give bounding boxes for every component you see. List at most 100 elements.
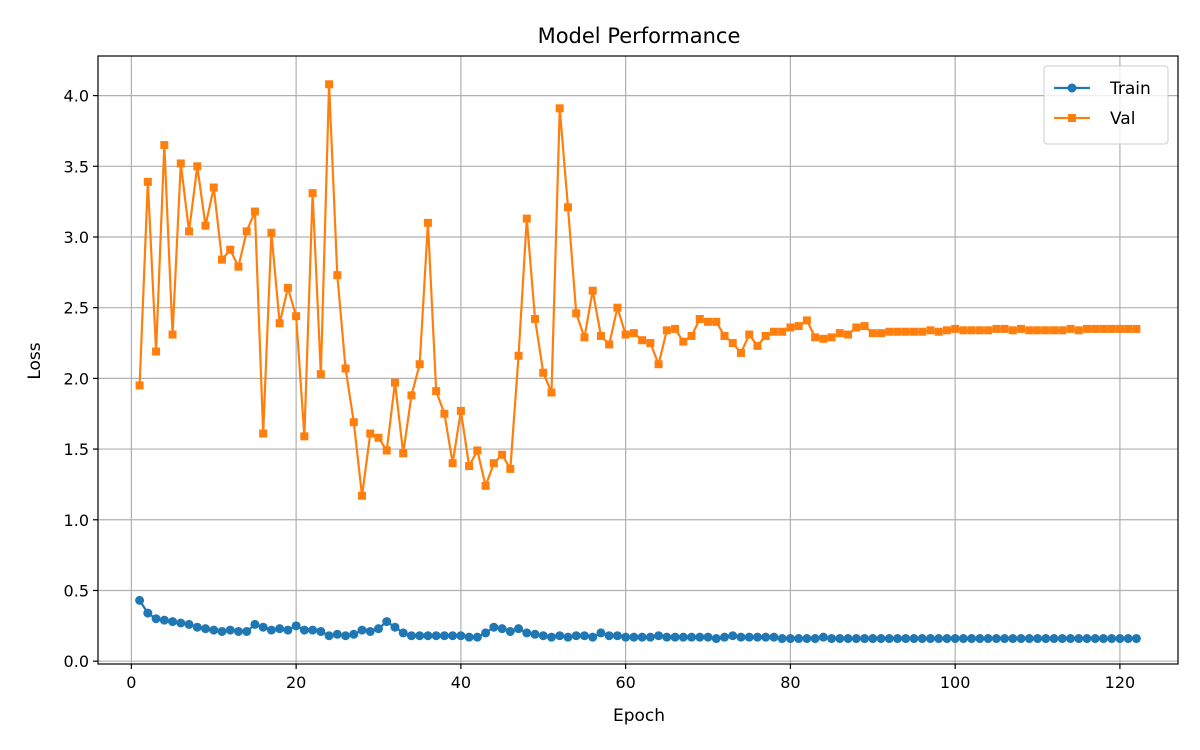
data-point [374, 433, 383, 442]
data-point [431, 631, 441, 641]
data-point [835, 329, 844, 338]
data-point [670, 632, 680, 642]
data-point [901, 327, 910, 336]
data-point [390, 378, 399, 387]
data-point [918, 327, 927, 336]
data-point [489, 622, 499, 632]
data-point [538, 631, 548, 641]
data-point [818, 632, 828, 642]
data-point [1065, 634, 1075, 644]
data-point [522, 628, 532, 638]
data-point [580, 333, 589, 342]
legend: Train Val [1043, 65, 1169, 145]
data-point [950, 634, 960, 644]
data-point [844, 330, 853, 339]
x-tick-label: 60 [615, 673, 635, 692]
chart-title: Model Performance [538, 24, 741, 48]
y-tick-label: 1.5 [64, 440, 89, 459]
data-point [143, 177, 152, 186]
data-point [843, 634, 853, 644]
data-point [259, 429, 268, 438]
x-tick-label: 120 [1105, 673, 1136, 692]
data-point [505, 626, 515, 636]
legend-swatch-marker [1067, 83, 1077, 93]
data-point [1115, 324, 1124, 333]
data-point [555, 104, 564, 113]
data-point [604, 631, 614, 641]
data-point [358, 491, 367, 500]
data-point [382, 617, 392, 627]
data-point [876, 634, 886, 644]
data-point [967, 326, 976, 335]
data-point [588, 286, 597, 295]
legend-label: Train [1109, 79, 1151, 99]
data-point [1016, 634, 1026, 644]
data-point [645, 632, 655, 642]
data-point [991, 634, 1001, 644]
data-point [1091, 324, 1100, 333]
data-point [901, 634, 911, 644]
data-point [695, 314, 704, 323]
data-point [769, 632, 779, 642]
data-point [1066, 324, 1075, 333]
data-point [217, 626, 227, 636]
y-tick-label: 4.0 [64, 87, 89, 106]
data-point [283, 625, 293, 635]
data-point [398, 628, 408, 638]
data-point [868, 634, 878, 644]
data-point [1090, 634, 1100, 644]
data-point [316, 626, 326, 636]
data-point [176, 618, 186, 628]
data-point [514, 624, 524, 634]
data-point [415, 360, 424, 369]
data-point [926, 326, 935, 335]
data-point [613, 303, 622, 312]
data-point [250, 207, 259, 216]
y-tick-label: 3.5 [64, 157, 89, 176]
data-point [909, 634, 919, 644]
data-point [877, 329, 886, 338]
data-point [473, 446, 482, 455]
data-point [777, 634, 787, 644]
data-point [975, 326, 984, 335]
data-point [703, 632, 713, 642]
data-point [654, 360, 663, 369]
data-point [159, 615, 169, 625]
data-point [1131, 634, 1141, 644]
data-point [135, 595, 145, 605]
data-point [415, 631, 425, 641]
data-point [860, 634, 870, 644]
data-point [448, 459, 457, 468]
data-point [646, 339, 655, 348]
data-point [209, 183, 218, 192]
data-point [234, 262, 243, 271]
data-point [555, 631, 565, 641]
data-point [465, 462, 474, 471]
data-point [168, 617, 178, 627]
y-tick-label: 1.0 [64, 511, 89, 530]
data-point [638, 336, 647, 345]
data-point [588, 632, 598, 642]
data-point [884, 634, 894, 644]
data-point [1074, 326, 1083, 335]
data-point [959, 326, 968, 335]
data-point [761, 331, 770, 340]
data-point [1033, 634, 1043, 644]
data-point [242, 626, 252, 636]
x-axis-ticks: 0 20 40 60 80 100 120 [126, 664, 1135, 692]
data-point [752, 632, 762, 642]
data-point [1058, 326, 1067, 335]
data-point [292, 312, 301, 321]
data-point [464, 632, 474, 642]
data-point [612, 631, 622, 641]
data-point [629, 329, 638, 338]
data-point [308, 625, 318, 635]
data-point [892, 634, 902, 644]
data-point [390, 622, 400, 632]
data-point [572, 309, 581, 318]
data-point [423, 218, 432, 227]
data-point [1017, 324, 1026, 333]
data-point [547, 388, 556, 397]
data-point [704, 317, 713, 326]
